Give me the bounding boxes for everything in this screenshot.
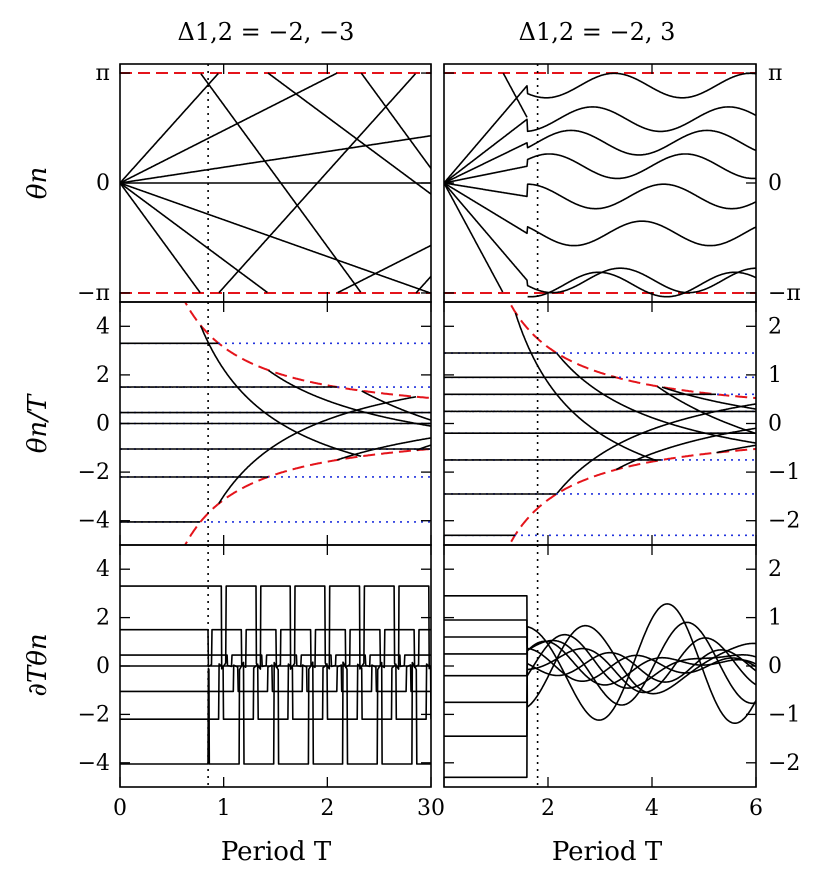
derivative-curve: [444, 621, 756, 737]
x-tick-label: 2: [541, 796, 555, 821]
eigenphase-curve: [444, 182, 756, 247]
scaled-phase-curve: [444, 386, 756, 461]
eigenphase-curve: [444, 72, 756, 298]
row1-ylabel: θn: [23, 167, 53, 199]
derivative-curve: [120, 585, 431, 670]
eigenphase-curve: [444, 106, 756, 184]
scaled-phase-curve: [444, 352, 756, 495]
y-tick-label: −4: [78, 509, 110, 534]
column-titles: Δ1,2 = −2, −3 Δ1,2 = −2, 3: [178, 18, 676, 46]
right-xlabel: Period T: [552, 837, 663, 867]
derivative-curve: [444, 595, 756, 708]
scaled-phase-curve: [120, 325, 431, 523]
row2-ylabel: θn/T: [23, 393, 53, 453]
y-tick-label: 4: [96, 557, 110, 582]
plot-area: [444, 72, 756, 298]
scaled-phase-curve: [120, 369, 431, 478]
y-tick-label: 0: [96, 412, 110, 437]
derivative-curve: [120, 663, 431, 720]
eigenphase-curve: [444, 182, 756, 294]
lower-pi-over-T: [508, 447, 756, 545]
scaled-phase-curve: [444, 312, 756, 537]
row-y-labels: θn θn/T ∂Tθn: [23, 167, 53, 697]
plot-area: [120, 585, 431, 765]
eigenphase-curve: [120, 72, 431, 294]
y-tick-label: 0: [768, 654, 782, 679]
y-tick-label: −π: [77, 281, 110, 306]
plot-area: [120, 302, 431, 545]
y-tick-label: π: [768, 61, 782, 86]
derivative-curve: [120, 628, 431, 669]
lower-pi-over-T: [183, 447, 431, 545]
y-tick-label: 4: [96, 314, 110, 339]
y-tick-label: 2: [768, 314, 782, 339]
scaled-phase-curve: [444, 393, 756, 454]
scaled-phase-curve: [444, 376, 756, 471]
y-tick-label: 0: [96, 654, 110, 679]
eigenphase-curve: [444, 129, 756, 184]
x-tick-label: 0: [113, 796, 127, 821]
plot-area: [120, 72, 431, 294]
y-tick-label: 0: [768, 171, 782, 196]
derivative-curve: [444, 603, 756, 779]
panel-r1-c2: −π 0 π: [443, 61, 801, 306]
plot-area: [444, 595, 756, 779]
plot-area: [444, 302, 756, 545]
y-tick-label: 1: [768, 606, 782, 631]
panel-frame: [443, 63, 757, 303]
y-tick-label: π: [96, 61, 110, 86]
x-axis-labels: Period T Period T: [221, 837, 663, 867]
panel-r2-c2: −2 −1 0 1 2: [443, 301, 800, 546]
derivative-curve: [444, 619, 756, 689]
x-tick-label: 1: [217, 796, 231, 821]
derivative-curve: [444, 637, 756, 704]
derivative-curve: [444, 636, 756, 686]
upper-pi-over-T: [183, 302, 431, 400]
eigenphase-curve: [120, 134, 431, 184]
y-tick-label: −2: [78, 702, 110, 727]
x-tick-label: 4: [645, 796, 659, 821]
y-tick-label: 0: [768, 412, 782, 437]
scaled-phase-curve: [444, 352, 756, 495]
panel-frame: [443, 301, 757, 546]
derivative-curve: [444, 647, 756, 682]
x-tick-label: 6: [749, 796, 763, 821]
y-tick-label: −1: [768, 460, 800, 485]
y-tick-label: −4: [78, 751, 110, 776]
derivative-curve: [120, 664, 431, 693]
eigenphase-curve: [444, 72, 756, 184]
eigenphase-curve: [120, 72, 431, 294]
derivative-curve: [120, 661, 431, 765]
upper-pi-over-T: [508, 302, 756, 400]
right-column-title: Δ1,2 = −2, 3: [519, 18, 676, 46]
eigenphase-curve: [444, 182, 756, 210]
y-tick-label: 2: [768, 557, 782, 582]
y-tick-label: 2: [96, 363, 110, 388]
x-tick-label: 2: [320, 796, 334, 821]
panel-r2-c1: −4 −2 0 2 4: [78, 301, 432, 546]
derivative-curve: [120, 654, 431, 668]
y-tick-label: −2: [768, 509, 800, 534]
x-tick-label: 30: [417, 796, 445, 821]
scaled-phase-curve: [120, 386, 431, 461]
panels: −π 0 π −4 −2 0 2 4 −4 −2 0 2 4 0 1 2 30 −π 0 π −2 −1 0 1 2 −2 −1 0 1…: [77, 61, 801, 821]
y-tick-label: −1: [768, 702, 800, 727]
y-tick-label: −π: [768, 281, 801, 306]
left-xlabel: Period T: [221, 837, 332, 867]
row3-ylabel: ∂Tθn: [23, 633, 53, 696]
left-column-title: Δ1,2 = −2, −3: [178, 18, 355, 46]
y-tick-label: −2: [768, 751, 800, 776]
eigenphase-curve: [444, 153, 756, 184]
y-tick-label: −2: [78, 460, 110, 485]
panel-r1-c1: −π 0 π: [77, 61, 432, 306]
panel-r3-c1: −4 −2 0 2 4 0 1 2 30: [78, 544, 445, 821]
eigenphase-curve: [120, 72, 431, 294]
panel-r3-c2: −2 −1 0 1 2 2 4 6: [443, 544, 800, 821]
y-tick-label: 2: [96, 606, 110, 631]
y-tick-label: 1: [768, 363, 782, 388]
y-tick-label: 0: [96, 171, 110, 196]
